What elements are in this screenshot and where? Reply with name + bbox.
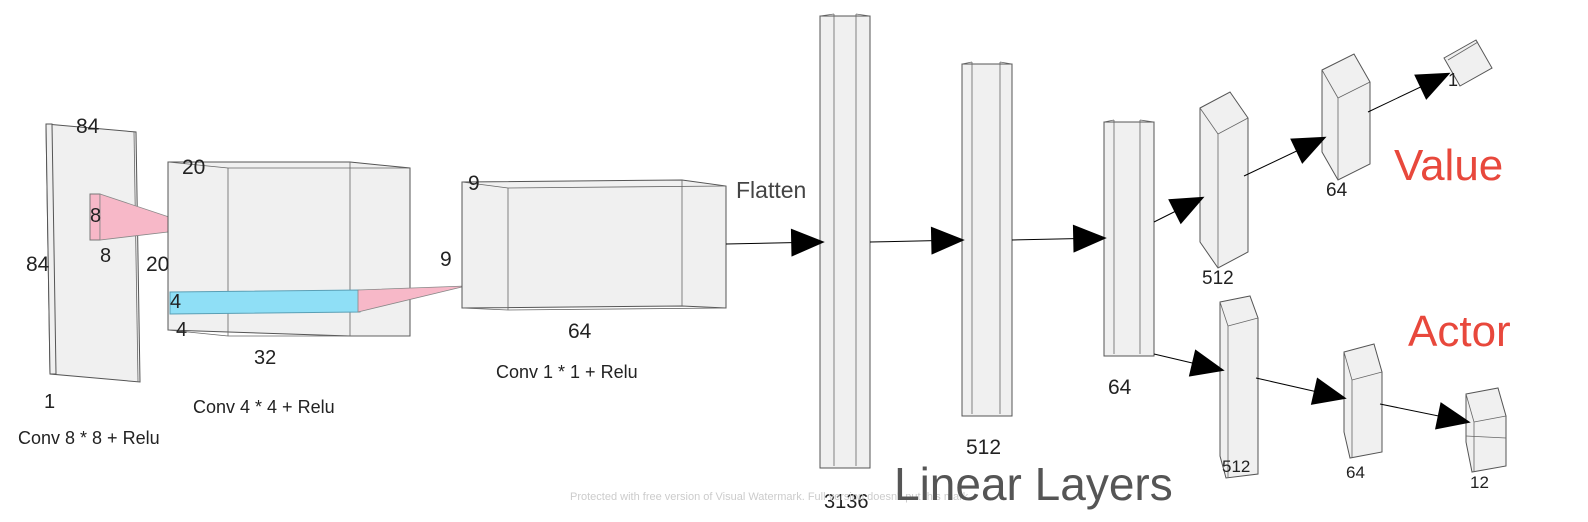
conv1-caption: Conv 8 * 8 + Relu xyxy=(18,428,160,448)
arrow-value-512-to-64 xyxy=(1243,136,1327,177)
linear-layer-3136 xyxy=(819,13,871,469)
conv2-kernel-h-label: 4 xyxy=(170,291,181,313)
actor-64-label: 64 xyxy=(1346,463,1365,482)
conv1-depth-label: 1 xyxy=(44,391,55,413)
value-1-label: 1 xyxy=(1448,70,1458,90)
conv3-height-label: 9 xyxy=(468,172,480,195)
actor-head-title: Actor xyxy=(1408,307,1511,356)
conv2-kernel-w-label: 4 xyxy=(176,319,187,341)
watermark: Protected with free version of Visual Wa… xyxy=(570,491,971,503)
conv3-width-label: 9 xyxy=(440,248,452,271)
arrow-64-to-value-512 xyxy=(1153,196,1205,225)
conv3-feature-map xyxy=(461,179,727,311)
linear-layers-title: Linear Layers xyxy=(894,458,1173,510)
conv1-input-layer xyxy=(45,123,141,383)
actor-512-label: 512 xyxy=(1222,457,1250,476)
conv2-kernel xyxy=(357,285,467,313)
conv1-kernel-w-label: 8 xyxy=(100,245,111,267)
arrow-actor-64-to-12 xyxy=(1379,402,1471,430)
arrow-value-64-to-1 xyxy=(1367,72,1451,113)
arrow-64-to-actor-512 xyxy=(1153,349,1225,377)
actor-output xyxy=(1465,387,1507,473)
conv2-depth-label: 32 xyxy=(254,347,276,369)
conv1-kernel-h-label: 8 xyxy=(90,205,101,227)
arrow-3136-to-512 xyxy=(869,226,965,255)
arrow-512-to-64 xyxy=(1011,224,1107,253)
arrow-conv3-to-3136 xyxy=(725,228,825,257)
linear-layer-64 xyxy=(1103,119,1155,357)
actor-layer-512 xyxy=(1219,295,1259,479)
value-head-title: Value xyxy=(1394,141,1503,190)
value-layer-512 xyxy=(1199,91,1249,269)
linear-3136-label: 3136 xyxy=(824,491,869,513)
conv2-kernel-slice xyxy=(169,289,361,315)
conv2-height-label: 20 xyxy=(182,156,205,179)
conv2-width-label: 20 xyxy=(146,253,169,276)
flatten-label: Flatten xyxy=(736,177,806,203)
value-layer-64 xyxy=(1321,53,1371,181)
value-output xyxy=(1443,39,1493,87)
actor-layer-64 xyxy=(1343,343,1383,459)
linear-layer-512 xyxy=(961,61,1013,417)
arrow-actor-512-to-64 xyxy=(1255,377,1347,405)
actor-12-label: 12 xyxy=(1470,473,1489,492)
linear-512-label: 512 xyxy=(966,436,1001,459)
conv3-depth-label: 64 xyxy=(568,320,592,343)
conv2-caption: Conv 4 * 4 + Relu xyxy=(193,397,335,417)
value-64-label: 64 xyxy=(1326,180,1348,201)
conv1-width-label: 84 xyxy=(26,253,50,276)
linear-64-label: 64 xyxy=(1108,376,1132,399)
conv1-height-label: 84 xyxy=(76,115,100,138)
value-512-label: 512 xyxy=(1202,268,1234,289)
conv3-caption: Conv 1 * 1 + Relu xyxy=(496,362,638,382)
